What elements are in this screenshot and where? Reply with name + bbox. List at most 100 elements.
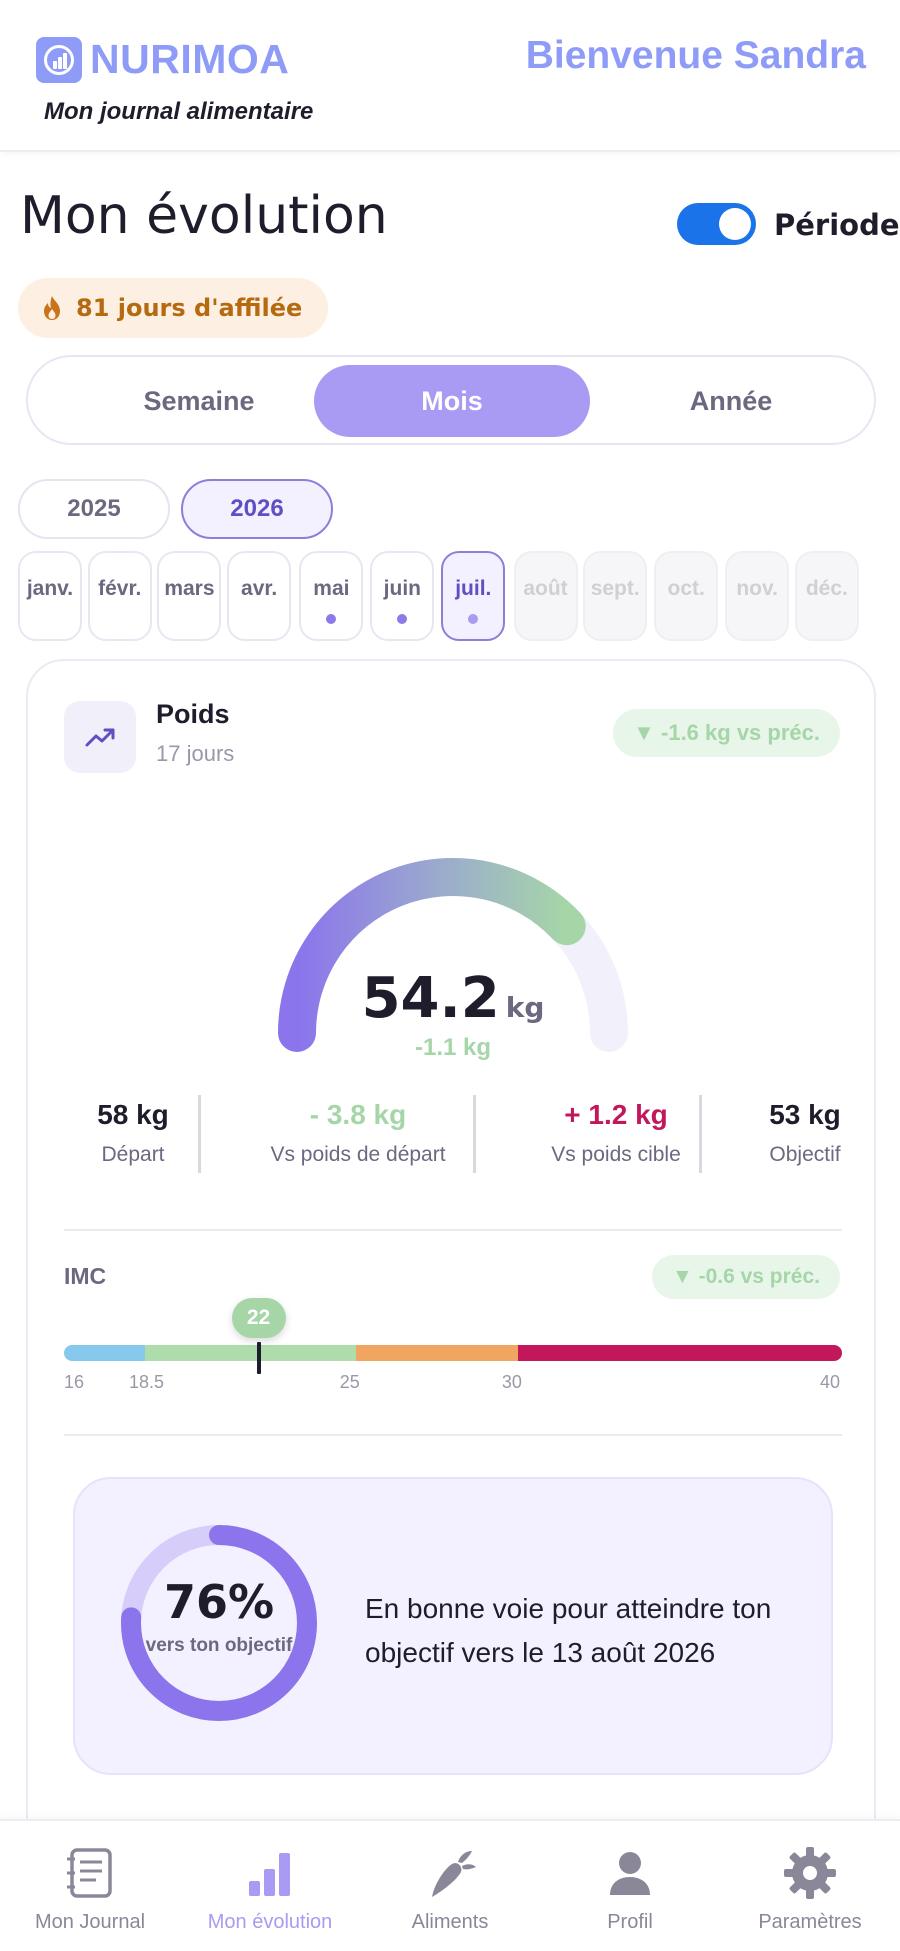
month-pill[interactable]: mai (299, 551, 364, 641)
bottom-navigation: Mon Journal Mon évolution Aliments Profi… (0, 1819, 900, 1951)
stat-start: 58 kg Départ (58, 1095, 208, 1167)
month-pill-label: oct. (667, 577, 705, 600)
toggle-label: Période (774, 208, 900, 242)
month-pill-label: juin (383, 577, 421, 600)
tab-month[interactable]: Mois (314, 365, 590, 437)
month-pill[interactable]: févr. (87, 551, 152, 641)
period-segmented-control: Semaine Mois Année (26, 355, 876, 445)
month-pill: déc. (794, 551, 859, 641)
divider (64, 1229, 842, 1231)
card-subtitle: 17 jours (156, 741, 235, 766)
imc-value-bubble: 22 (231, 1298, 286, 1338)
streak-badge: 81 jours d'affilée (18, 278, 329, 338)
stat-vs-target-value: + 1.2 kg (564, 1099, 668, 1130)
nav-foods-label: Aliments (411, 1911, 489, 1933)
app-header: NURIMOA Mon journal alimentaire Bienvenu… (0, 0, 900, 152)
month-pill-label: janv. (26, 577, 74, 600)
divider (64, 1434, 842, 1436)
month-pill-label: juil. (455, 577, 492, 600)
imc-label: IMC (64, 1263, 107, 1289)
tab-week[interactable]: Semaine (143, 385, 255, 416)
nav-evolution-label: Mon évolution (207, 1911, 333, 1933)
imc-scale-bar (64, 1345, 842, 1361)
goal-progress-box: 76% vers ton objectif En bonne voie pour… (73, 1477, 833, 1775)
nav-journal[interactable]: Mon Journal (0, 1821, 180, 1951)
stat-divider (699, 1095, 702, 1173)
gear-icon (784, 1847, 836, 1899)
brand-name: NURIMOA (90, 36, 290, 82)
goal-percent: 76% (163, 1575, 275, 1629)
weight-stats: 58 kg Départ - 3.8 kg Vs poids de départ… (28, 1095, 878, 1175)
imc-scale-segment (517, 1345, 842, 1361)
stat-goal-value: 53 kg (769, 1099, 841, 1130)
imc-tick-label: 40 (820, 1372, 841, 1392)
imc-tick-label: 18.5 (129, 1372, 165, 1392)
month-pill[interactable]: juil. (441, 551, 506, 641)
imc-scale-segment (355, 1345, 518, 1361)
tab-year[interactable]: Année (689, 385, 773, 416)
month-pill-label: déc. (805, 577, 848, 600)
period-toggle[interactable] (677, 203, 756, 245)
month-pill: nov. (725, 551, 790, 641)
goal-caption: vers ton objectif (145, 1635, 293, 1656)
stat-divider (198, 1095, 201, 1173)
month-pill-label: avr. (241, 577, 278, 600)
nav-journal-label: Mon Journal (34, 1911, 146, 1933)
nav-profile-label: Profil (607, 1911, 653, 1933)
logo-icon (36, 36, 82, 83)
month-pill[interactable]: juin (370, 551, 435, 641)
imc-scale-segment (145, 1345, 356, 1361)
month-pill-label: sept. (590, 577, 640, 600)
imc-scale-segment (64, 1345, 146, 1361)
data-indicator-dot (397, 614, 408, 624)
year-2026-pill[interactable]: 2026 (181, 479, 333, 539)
data-indicator-dot (326, 614, 337, 624)
nav-profile[interactable]: Profil (540, 1821, 720, 1951)
stat-vs-target-label: Vs poids cible (551, 1143, 681, 1166)
gauge-fill (278, 858, 586, 1052)
tagline: Mon journal alimentaire (44, 98, 314, 125)
month-pill[interactable]: avr. (227, 551, 292, 641)
goal-progress-ring (121, 1525, 317, 1721)
weight-delta: -1.1 kg (414, 1034, 492, 1061)
month-pill-label: mars (164, 577, 215, 600)
month-pill[interactable]: mars (157, 551, 222, 641)
nav-evolution[interactable]: Mon évolution (180, 1821, 360, 1951)
imc-tick-label: 25 (339, 1372, 360, 1392)
nav-foods[interactable]: Aliments (360, 1821, 540, 1951)
stat-vs-start: - 3.8 kg Vs poids de départ (228, 1095, 488, 1167)
imc-delta-badge: ▼ -0.6 vs préc. (651, 1255, 840, 1299)
stat-start-value: 58 kg (97, 1099, 169, 1130)
data-indicator-dot (468, 614, 479, 624)
month-pill-label: nov. (736, 577, 778, 600)
trending-up-icon (64, 701, 136, 773)
carrot-icon (432, 1851, 476, 1897)
goal-text: En bonne voie pour atteindre ton objecti… (365, 1593, 772, 1668)
toggle-knob (719, 208, 751, 240)
month-pill: sept. (583, 551, 648, 641)
weight-delta-badge: ▼ -1.6 kg vs préc. (613, 709, 840, 757)
streak-text: 81 jours d'affilée (76, 294, 303, 322)
weight-value: 54.2 kg (28, 966, 878, 1031)
journal-icon (67, 1848, 112, 1898)
weight-gauge (278, 858, 628, 1052)
month-pill-label: févr. (98, 577, 142, 600)
stat-vs-target: + 1.2 kg Vs poids cible (506, 1095, 726, 1167)
welcome-message: Bienvenue Sandra (525, 34, 866, 77)
weight-unit: kg (505, 991, 545, 1024)
month-pill: oct. (654, 551, 719, 641)
month-pill: août (513, 551, 578, 641)
stat-start-label: Départ (101, 1143, 165, 1166)
nav-settings[interactable]: Paramètres (720, 1821, 900, 1951)
flame-icon (42, 295, 62, 321)
month-pill[interactable]: janv. (18, 551, 82, 641)
weight-card: Poids 17 jours ▼ -1.6 kg vs préc. 54.2 kg… (26, 659, 876, 1951)
page-title: Mon évolution (20, 186, 388, 246)
nav-settings-label: Paramètres (758, 1911, 862, 1933)
year-2025-pill[interactable]: 2025 (18, 479, 170, 539)
logo[interactable]: NURIMOA (36, 36, 289, 83)
user-icon (610, 1852, 650, 1895)
imc-tick-label: 30 (501, 1372, 522, 1392)
month-selector: janv. févr. mars avr. mai juin juil. août sept. o… (18, 551, 898, 643)
stat-vs-start-value: - 3.8 kg (309, 1099, 407, 1130)
